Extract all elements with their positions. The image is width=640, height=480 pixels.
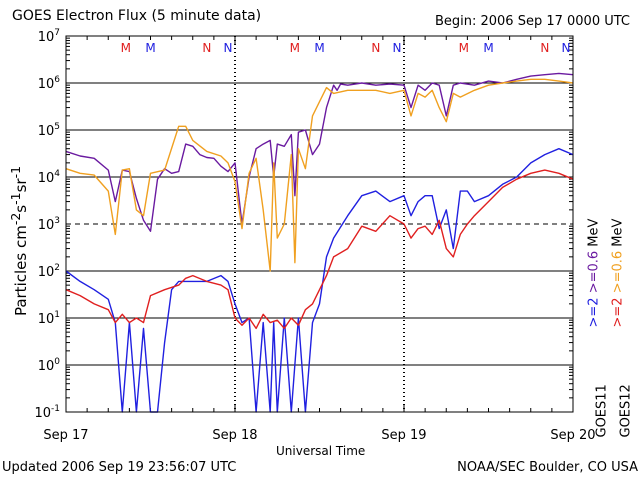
x-tick-label-1: Sep 18	[212, 428, 257, 443]
marker-9: M	[483, 41, 493, 55]
marker-0: M	[121, 41, 131, 55]
legend-goes12-sat: GOES12	[618, 384, 634, 438]
x-tick-label-3: Sep 20	[550, 428, 595, 443]
marker-2: N	[202, 41, 211, 55]
legend-goes12-high: >=2	[610, 297, 626, 328]
legend-goes12-energies: >=2 >=0.6 MeV	[611, 168, 626, 328]
y-tick-label-2: 101	[38, 310, 60, 327]
y-tick-labels: 10-1 100 101 102 103 104 105 106 107	[34, 28, 60, 421]
y-tick-label-0: 10-1	[34, 404, 60, 421]
y-tick-label-1: 100	[38, 357, 61, 374]
y-tick-label-7: 106	[38, 75, 61, 92]
marker-5: M	[314, 41, 324, 55]
series-line-0	[65, 72, 574, 233]
series-line-2	[65, 147, 574, 413]
legend-goes11-high: >=2	[586, 297, 602, 328]
x-tick-label-2: Sep 19	[381, 428, 426, 443]
chart-title: GOES Electron Flux (5 minute data)	[12, 8, 262, 24]
marker-11: N	[561, 41, 570, 55]
legend-unit-1: MeV	[586, 218, 602, 247]
legend-goes11-low: >=0.6	[586, 250, 602, 294]
marker-3: N	[223, 41, 232, 55]
legend: GOES11 GOES12 >=2 >=0.6 MeV >=2 >=0.6 Me…	[582, 160, 640, 438]
updated-timestamp: Updated 2006 Sep 19 23:56:07 UTC	[2, 460, 237, 475]
legend-goes12-low: >=0.6	[610, 250, 626, 294]
x-tick-label-0: Sep 17	[43, 428, 88, 443]
series-line-3	[65, 169, 574, 330]
credit: NOAA/SEC Boulder, CO USA	[457, 460, 638, 475]
marker-6: N	[371, 41, 380, 55]
grid-lines	[65, 36, 574, 412]
marker-7: N	[392, 41, 401, 55]
series-line-1	[65, 78, 574, 272]
x-axis-label: Universal Time	[276, 444, 366, 458]
legend-goes11-energies: >=2 >=0.6 MeV	[587, 168, 602, 328]
x-tick-labels: Sep 17 Sep 18 Sep 19 Sep 20	[43, 428, 595, 443]
begin-time: Begin: 2006 Sep 17 0000 UTC	[434, 14, 630, 29]
y-tick-label-8: 107	[38, 28, 60, 45]
marker-1: M	[145, 41, 155, 55]
y-tick-label-5: 104	[38, 169, 61, 186]
marker-10: N	[540, 41, 549, 55]
marker-4: M	[290, 41, 300, 55]
y-tick-label-3: 102	[38, 263, 60, 280]
y-axis-label-text: Particles cm-2s-1sr-1	[8, 165, 31, 317]
y-tick-label-6: 105	[38, 122, 60, 139]
series-lines	[65, 72, 574, 413]
y-tick-label-4: 103	[38, 216, 60, 233]
marker-8: M	[459, 41, 469, 55]
legend-unit-2: MeV	[610, 218, 626, 247]
legend-goes11-sat: GOES11	[594, 384, 610, 438]
plot-frame	[65, 35, 574, 413]
y-axis-label: Particles cm-2s-1sr-1	[8, 166, 30, 316]
